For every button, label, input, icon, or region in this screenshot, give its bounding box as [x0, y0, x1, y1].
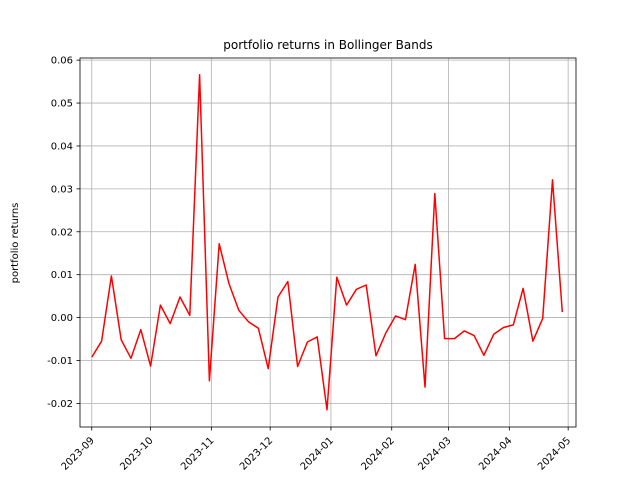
y-tick-label: 0.00: [51, 313, 73, 324]
y-axis-label: portfolio returns: [10, 203, 21, 284]
y-tick-label: 0.01: [51, 270, 73, 281]
series-layer: [91, 73, 564, 411]
y-tick-label: 0.06: [51, 56, 73, 67]
y-tick-label: 0.04: [51, 141, 73, 152]
y-tick-label: 0.05: [51, 99, 73, 110]
y-tick-label: -0.02: [47, 399, 73, 410]
y-axis-ticks: -0.02 -0.01 0.00 0.01 0.02 0.03 0.04 0.05 0.06: [47, 56, 80, 410]
y-tick-label: -0.01: [47, 356, 73, 367]
chart-title: portfolio returns in Bollinger Bands: [223, 38, 433, 52]
y-tick-label: 0.02: [51, 227, 73, 238]
y-tick-label: 0.03: [51, 184, 73, 195]
grid: [80, 58, 576, 427]
axes-frame: [79, 57, 577, 428]
